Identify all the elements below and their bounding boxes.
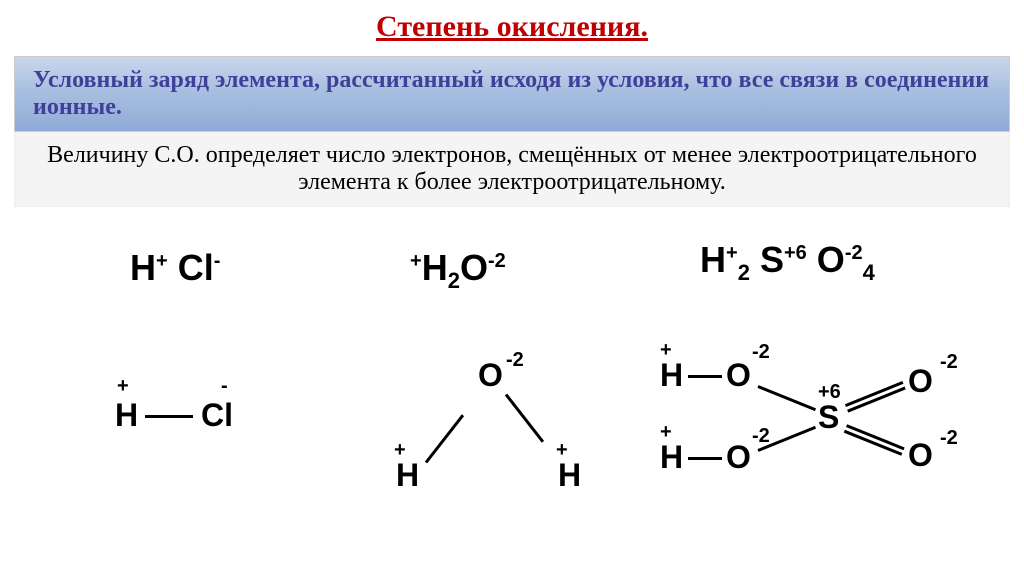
h2so4-s-H2: H xyxy=(660,439,683,476)
h2so4-O-sub: 4 xyxy=(863,260,875,285)
h2so4-s-O4: O xyxy=(908,437,933,474)
h2so4-s-O1-charge: -2 xyxy=(752,341,770,364)
h2o-s-H2: H xyxy=(558,457,581,494)
hcl-H: H xyxy=(130,247,156,288)
structure-hcl: H + Cl - xyxy=(115,369,315,469)
h2so4-bond-h2o2 xyxy=(688,457,722,460)
h2o-s-O-charge: -2 xyxy=(506,349,524,372)
h2o-H: H xyxy=(422,247,448,288)
structure-h2o: O -2 H + H + xyxy=(400,349,620,509)
hcl-Cl-charge: - xyxy=(214,250,221,272)
h2so4-s-O3: O xyxy=(908,363,933,400)
hcl-s-Cl-charge: - xyxy=(221,375,228,398)
h2so4-s-O4-charge: -2 xyxy=(940,427,958,450)
h2so4-s-O2: O xyxy=(726,439,751,476)
h2o-O-charge: -2 xyxy=(488,250,506,272)
structure-h2so4: H + O -2 H + O -2 S +6 O -2 O -2 xyxy=(660,349,1000,529)
h2so4-s-H1-charge: + xyxy=(660,339,672,362)
h2so4-S-charge: +6 xyxy=(784,242,807,264)
h2so4-S: S xyxy=(760,239,784,280)
hcl-s-Cl: Cl xyxy=(201,397,233,434)
h2o-s-H2-charge: + xyxy=(556,439,568,462)
h2so4-s-O3-charge: -2 xyxy=(940,351,958,374)
formula-h2o: +H2O-2 xyxy=(410,247,506,294)
h2o-s-H1-charge: + xyxy=(394,439,406,462)
h2o-H-sub: 2 xyxy=(448,268,460,293)
subtext: Величину С.О. определяет число электроно… xyxy=(47,142,977,195)
h2so4-s-S-charge: +6 xyxy=(818,381,841,404)
formula-hcl: H+ Cl- xyxy=(130,247,220,289)
formula-h2so4: H+2 S+6 O-24 xyxy=(700,239,875,286)
h2so4-s-H1: H xyxy=(660,357,683,394)
h2so4-H: H xyxy=(700,239,726,280)
h2so4-s-H2-charge: + xyxy=(660,421,672,444)
definition-box: Условный заряд элемента, рассчитанный ис… xyxy=(14,56,1010,132)
h2o-bond-1 xyxy=(425,414,464,463)
h2o-O: O xyxy=(460,247,488,288)
definition-text: Условный заряд элемента, рассчитанный ис… xyxy=(33,67,989,120)
h2o-s-H1: H xyxy=(396,457,419,494)
h2o-s-O: O xyxy=(478,357,503,394)
hcl-Cl: Cl xyxy=(178,247,214,288)
h2o-H-charge: + xyxy=(410,250,422,272)
subtext-box: Величину С.О. определяет число электроно… xyxy=(14,132,1010,207)
h2so4-s-S: S xyxy=(818,399,839,436)
h2o-bond-2 xyxy=(505,394,544,443)
h2so4-H-charge: + xyxy=(726,242,738,264)
h2so4-O-charge: -2 xyxy=(845,242,863,264)
h2so4-bond-h1o1 xyxy=(688,375,722,378)
hcl-bond xyxy=(145,415,193,418)
h2so4-bond-o1s xyxy=(757,385,816,411)
hcl-s-H-charge: + xyxy=(117,375,129,398)
hcl-s-H: H xyxy=(115,397,138,434)
page-title: Степень окисления. xyxy=(0,0,1024,44)
diagram-area: H+ Cl- +H2O-2 H+2 S+6 O-24 H + Cl - O -2… xyxy=(0,219,1024,559)
h2so4-s-O1: O xyxy=(726,357,751,394)
hcl-H-charge: + xyxy=(156,250,168,272)
h2so4-H-sub: 2 xyxy=(738,260,750,285)
h2so4-O: O xyxy=(817,239,845,280)
